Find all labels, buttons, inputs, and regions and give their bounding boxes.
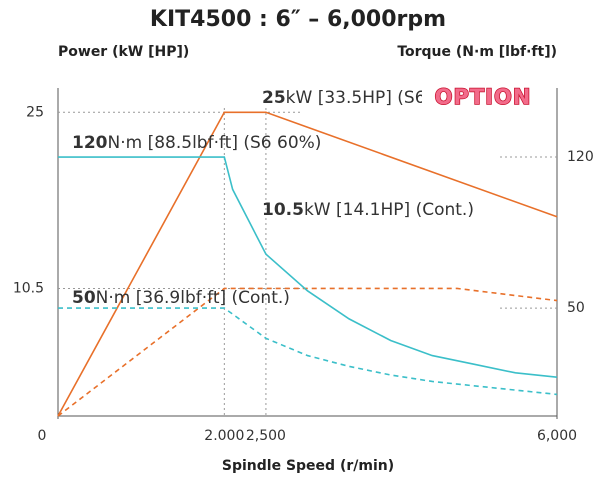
y-axis-title: Power (kW [HP]) <box>58 44 189 60</box>
badge-bg <box>422 85 544 109</box>
badge: OPTION <box>435 85 532 109</box>
annotation: 50N·m [36.9lbf·ft] (Cont.) <box>72 288 290 308</box>
y-tick-label: 25 <box>26 104 44 120</box>
annotation-bold: 10.5 <box>262 200 304 220</box>
annotation: 10.5kW [14.1HP] (Cont.) <box>262 200 474 220</box>
line-series <box>58 307 558 396</box>
annotation: 120N·m [88.5lbf·ft] (S6 60%) <box>72 133 321 153</box>
x-tick-label: 2,500 <box>246 428 286 444</box>
y2-tick-label: 120 <box>567 149 594 165</box>
x-tick-label: 6,000 <box>537 428 577 444</box>
x-tick-label: 2.000 <box>204 428 244 444</box>
annotation-bold: 50 <box>72 288 96 308</box>
y2-tick-label: 50 <box>567 300 585 316</box>
annotation-text: N·m [88.5lbf·ft] (S6 60%) <box>108 133 322 153</box>
y2-axis-title: Torque (N·m [lbf·ft]) <box>397 44 557 60</box>
annotation-text: kW [14.1HP] (Cont.) <box>304 200 474 220</box>
y-tick-label: 10.5 <box>13 280 44 296</box>
line-series <box>57 287 558 417</box>
annotation-bold: 120 <box>72 133 108 153</box>
chart-title: KIT4500 : 6″ – 6,000rpm <box>150 7 446 32</box>
x-axis-title: Spindle Speed (r/min) <box>222 458 394 474</box>
line-series <box>57 111 558 417</box>
x-tick-label: 0 <box>38 428 47 444</box>
annotation-bold: 25 <box>262 88 286 108</box>
line-series <box>58 156 558 378</box>
annotation-text: N·m [36.9lbf·ft] (Cont.) <box>96 288 290 308</box>
